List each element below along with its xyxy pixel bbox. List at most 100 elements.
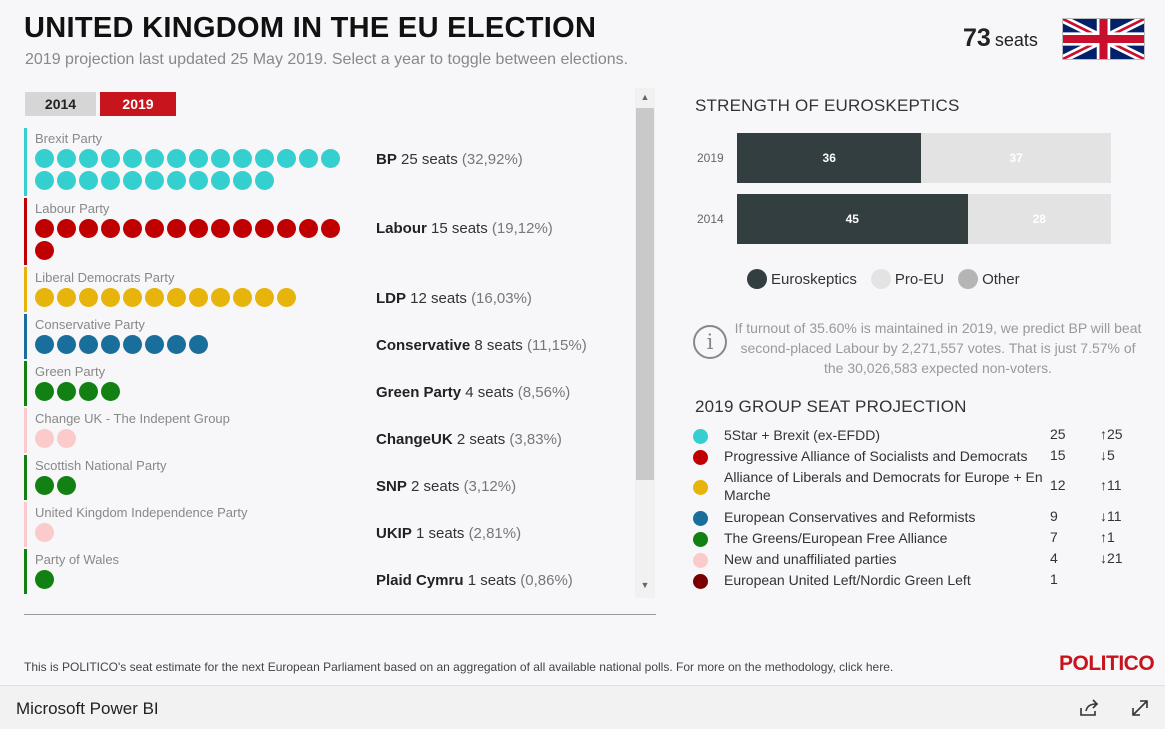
group-color-dot bbox=[693, 480, 708, 495]
seat-dots bbox=[35, 382, 355, 401]
euroskeptics-segment[interactable]: 45 bbox=[737, 194, 968, 244]
party-name: Party of Wales bbox=[35, 552, 120, 567]
scroll-down-icon[interactable]: ▼ bbox=[640, 580, 650, 590]
party-abbr: UKIP bbox=[376, 525, 412, 542]
party-row: United Kingdom Independence Party UKIP 1 … bbox=[24, 502, 624, 547]
total-seats-value: 73 bbox=[963, 24, 991, 52]
legend-label: Pro-EU bbox=[894, 270, 945, 288]
tab-2019[interactable]: 2019 bbox=[100, 92, 176, 116]
seat-dot bbox=[35, 288, 54, 307]
party-result: BP 25 seats (32,92%) bbox=[376, 151, 523, 168]
group-name: European Conservatives and Reformists bbox=[724, 509, 976, 525]
party-color-bar bbox=[24, 408, 27, 453]
scroll-up-icon[interactable]: ▲ bbox=[640, 92, 650, 102]
expand-icon[interactable] bbox=[1128, 696, 1152, 720]
group-seats: 4 bbox=[1050, 550, 1058, 566]
tab-2014[interactable]: 2014 bbox=[25, 92, 96, 116]
seat-dot bbox=[123, 288, 142, 307]
party-abbr: SNP bbox=[376, 478, 407, 495]
group-color-dot bbox=[693, 553, 708, 568]
seat-dot bbox=[189, 288, 208, 307]
seat-dot bbox=[35, 570, 54, 589]
group-seats: 7 bbox=[1050, 529, 1058, 545]
party-seats: 1 seats bbox=[467, 572, 517, 589]
strength-bar[interactable]: 36 37 bbox=[737, 133, 1111, 183]
seat-dot bbox=[101, 382, 120, 401]
seat-dot bbox=[123, 335, 142, 354]
party-seats: 2 seats bbox=[411, 478, 460, 495]
party-name: Conservative Party bbox=[35, 317, 145, 332]
info-icon: i bbox=[693, 325, 727, 359]
party-seats: 15 seats bbox=[431, 220, 488, 237]
party-color-bar bbox=[24, 314, 27, 359]
party-color-bar bbox=[24, 549, 27, 594]
page-subtitle: 2019 projection last updated 25 May 2019… bbox=[25, 51, 629, 68]
seat-dot bbox=[255, 171, 274, 190]
group-color-dot bbox=[693, 511, 708, 526]
group-seats: 1 bbox=[1050, 571, 1058, 587]
euroskeptics-segment[interactable]: 36 bbox=[737, 133, 922, 183]
party-color-bar bbox=[24, 361, 27, 406]
legend-item[interactable]: Pro-EU bbox=[870, 269, 945, 289]
seat-dot bbox=[101, 171, 120, 190]
party-result: LDP 12 seats (16,03%) bbox=[376, 290, 532, 307]
share-icon[interactable] bbox=[1077, 696, 1101, 720]
seat-dot bbox=[35, 219, 54, 238]
seat-dots bbox=[35, 570, 355, 589]
year-tabs: 2014 2019 bbox=[25, 92, 176, 116]
seat-dot bbox=[167, 335, 186, 354]
seat-dot bbox=[189, 171, 208, 190]
footnote[interactable]: This is POLITICO's seat estimate for the… bbox=[24, 660, 894, 674]
seat-dot bbox=[211, 149, 230, 168]
strength-row-year: 2014 bbox=[697, 212, 724, 226]
seat-dot bbox=[57, 219, 76, 238]
party-name: Brexit Party bbox=[35, 131, 103, 146]
seat-dot bbox=[145, 149, 164, 168]
seat-dot bbox=[35, 523, 54, 542]
party-row: Brexit Party BP 25 seats (32,92%) bbox=[24, 128, 624, 196]
seat-dot bbox=[35, 382, 54, 401]
seat-dot bbox=[299, 149, 318, 168]
group-projection-title: 2019 GROUP SEAT PROJECTION bbox=[695, 397, 967, 416]
party-result: Labour 15 seats (19,12%) bbox=[376, 220, 553, 237]
party-name: Change UK - The Indepent Group bbox=[35, 411, 230, 426]
party-name: Liberal Democrats Party bbox=[35, 270, 175, 285]
seat-dot bbox=[233, 149, 252, 168]
party-pct: (2,81%) bbox=[468, 525, 522, 542]
group-color-dot bbox=[693, 429, 708, 444]
seat-dot bbox=[57, 429, 76, 448]
seat-dot bbox=[35, 429, 54, 448]
seat-dot bbox=[101, 219, 120, 238]
group-name: European United Left/Nordic Green Left bbox=[724, 572, 971, 588]
pro-eu-segment[interactable]: 37 bbox=[1009, 151, 1023, 165]
total-seats-unit: seats bbox=[994, 30, 1038, 50]
seat-dot bbox=[35, 335, 54, 354]
seat-dots bbox=[35, 219, 355, 260]
group-seats: 12 bbox=[1050, 477, 1066, 493]
legend-item[interactable]: Euroskeptics bbox=[747, 269, 857, 289]
legend-item[interactable]: Other bbox=[958, 269, 1020, 289]
party-pct: (8,56%) bbox=[517, 384, 571, 401]
strength-legend: Euroskeptics Pro-EU Other bbox=[747, 269, 1020, 289]
strength-bar[interactable]: 45 28 bbox=[737, 194, 1111, 244]
seat-dot bbox=[35, 476, 54, 495]
seat-dot bbox=[57, 476, 76, 495]
scrollbar-thumb[interactable] bbox=[636, 108, 654, 480]
party-list[interactable]: Brexit Party BP 25 seats (32,92%) Labour P… bbox=[24, 128, 634, 598]
pro-eu-segment[interactable]: 28 bbox=[1032, 212, 1046, 226]
party-color-bar bbox=[24, 128, 27, 196]
party-result: ChangeUK 2 seats (3,83%) bbox=[376, 431, 562, 448]
seat-dot bbox=[321, 219, 340, 238]
party-name: Scottish National Party bbox=[35, 458, 167, 473]
group-seat-change: ↑1 bbox=[1100, 529, 1115, 545]
seat-dot bbox=[79, 171, 98, 190]
seat-dot bbox=[35, 171, 54, 190]
party-abbr: LDP bbox=[376, 290, 406, 307]
powerbi-brand-link[interactable]: Microsoft Power BI bbox=[16, 699, 159, 718]
seat-dot bbox=[255, 149, 274, 168]
seat-dots bbox=[35, 335, 355, 354]
party-pct: (0,86%) bbox=[520, 572, 573, 589]
party-name: Green Party bbox=[35, 364, 106, 379]
seat-dot bbox=[79, 219, 98, 238]
seat-dot bbox=[57, 382, 76, 401]
